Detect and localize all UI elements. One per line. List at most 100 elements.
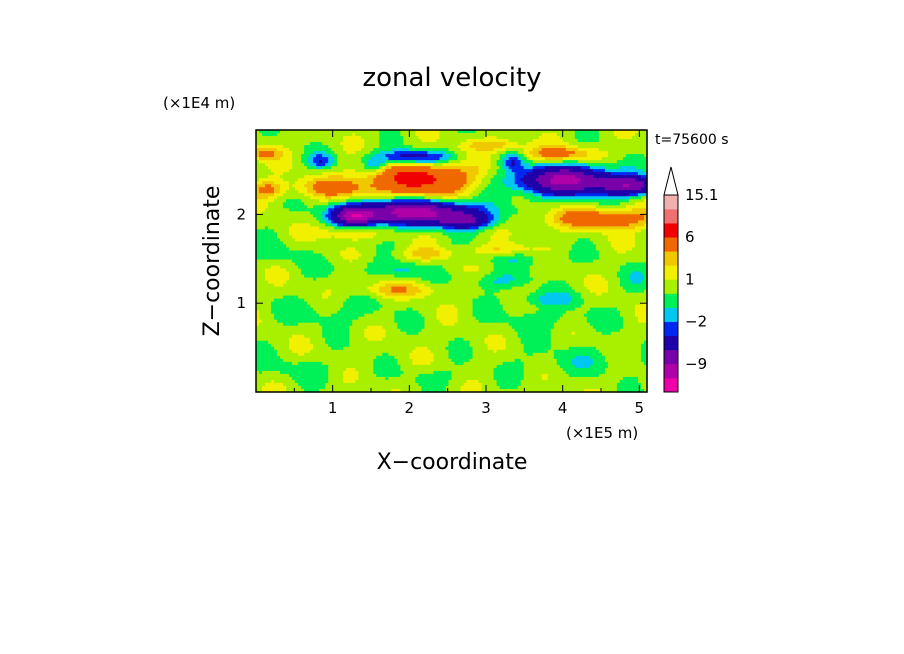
contour-cell xyxy=(529,229,534,233)
contour-cell xyxy=(577,163,582,167)
contour-cell xyxy=(529,208,534,212)
contour-cell xyxy=(286,202,290,206)
contour-cell xyxy=(271,223,275,227)
contour-cell xyxy=(634,199,639,203)
contour-cell xyxy=(520,241,525,246)
contour-cell xyxy=(523,199,528,203)
contour-cell xyxy=(373,241,377,246)
contour-cell xyxy=(571,145,576,149)
contour-cell xyxy=(451,241,456,246)
contour-cell xyxy=(601,142,606,146)
contour-cell xyxy=(427,232,432,236)
contour-cell xyxy=(280,178,284,182)
contour-cell xyxy=(331,175,335,179)
contour-cell xyxy=(463,163,468,167)
contour-cell xyxy=(415,175,420,179)
contour-cell xyxy=(613,205,618,209)
contour-cell xyxy=(490,136,495,140)
contour-cell xyxy=(544,145,549,149)
contour-cell xyxy=(415,190,420,194)
contour-cell xyxy=(352,187,356,191)
contour-cell xyxy=(331,217,335,221)
contour-cell xyxy=(295,202,299,206)
contour-cell xyxy=(475,205,480,209)
contour-cell xyxy=(448,151,453,155)
contour-cell xyxy=(352,154,356,158)
contour-cell xyxy=(493,148,498,152)
contour-cell xyxy=(316,181,320,185)
contour-cell xyxy=(535,145,540,149)
contour-cell xyxy=(289,223,293,227)
contour-cell xyxy=(562,220,567,224)
contour-cell xyxy=(454,133,459,137)
contour-cell xyxy=(313,238,317,243)
contour-cell xyxy=(460,211,465,215)
contour-cell xyxy=(445,238,450,243)
contour-cell xyxy=(403,208,407,212)
contour-cell xyxy=(556,220,561,224)
contour-cell xyxy=(433,208,438,212)
contour-cell xyxy=(613,238,618,243)
contour-cell xyxy=(487,196,492,200)
contour-cell xyxy=(298,232,302,236)
contour-cell xyxy=(406,163,410,167)
contour-cell xyxy=(319,235,323,240)
contour-cell xyxy=(292,202,296,206)
contour-cell xyxy=(295,229,299,233)
contour-cell xyxy=(325,226,329,230)
contour-cell xyxy=(430,160,435,164)
contour-cell xyxy=(580,139,585,143)
contour-cell xyxy=(361,241,365,246)
contour-cell xyxy=(595,139,600,143)
contour-cell xyxy=(352,169,356,173)
contour-cell xyxy=(379,181,383,185)
contour-cell xyxy=(469,220,474,224)
contour-cell xyxy=(292,208,296,212)
contour-cell xyxy=(625,151,630,155)
contour-cell xyxy=(256,148,260,152)
contour-cell xyxy=(358,235,362,240)
contour-cell xyxy=(256,157,260,161)
contour-cell xyxy=(400,235,404,240)
contour-cell xyxy=(532,217,537,221)
contour-cell xyxy=(415,136,420,140)
contour-cell xyxy=(259,178,263,182)
contour-cell xyxy=(601,187,606,191)
contour-cell xyxy=(586,184,591,188)
contour-cell xyxy=(304,205,308,209)
contour-cell xyxy=(553,232,558,236)
contour-cell xyxy=(469,217,474,221)
contour-cell xyxy=(376,169,380,173)
contour-cell xyxy=(592,196,597,200)
contour-cell xyxy=(289,139,293,143)
contour-cell xyxy=(460,181,465,185)
contour-cell xyxy=(262,217,266,221)
contour-cell xyxy=(346,217,350,221)
contour-cell xyxy=(412,196,417,200)
contour-cell xyxy=(637,238,642,243)
contour-cell xyxy=(460,169,465,173)
contour-cell xyxy=(517,142,522,146)
contour-cell xyxy=(598,208,603,212)
contour-cell xyxy=(589,223,594,227)
contour-cell xyxy=(634,241,639,246)
contour-cell xyxy=(556,208,561,212)
contour-cell xyxy=(322,139,326,143)
contour-cell xyxy=(610,157,615,161)
contour-cell xyxy=(370,187,374,191)
contour-cell xyxy=(283,130,287,134)
contour-cell xyxy=(388,214,392,218)
contour-cell xyxy=(349,235,353,240)
contour-cell xyxy=(301,169,305,173)
contour-cell xyxy=(493,184,498,188)
contour-cell xyxy=(286,175,290,179)
contour-cell xyxy=(583,202,588,206)
contour-cell xyxy=(304,214,308,218)
contour-cell xyxy=(289,208,293,212)
contour-cell xyxy=(415,151,420,155)
contour-cell xyxy=(376,175,380,179)
contour-cell xyxy=(514,154,519,158)
contour-cell xyxy=(517,160,522,164)
contour-cell xyxy=(586,130,591,134)
contour-cell xyxy=(319,211,323,215)
